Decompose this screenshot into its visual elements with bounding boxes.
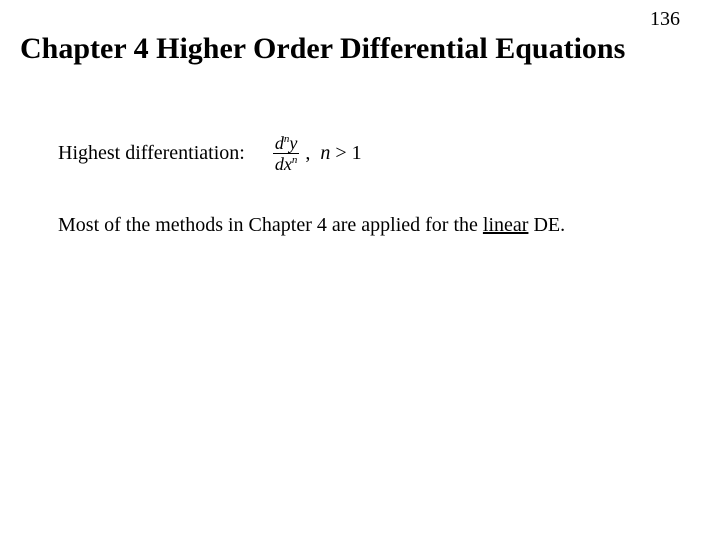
- chapter-title: Chapter 4 Higher Order Differential Equa…: [20, 32, 708, 66]
- var-n: n: [320, 142, 330, 164]
- page-number: 136: [650, 8, 680, 31]
- highest-differentiation-row: Highest differentiation: dny dxn , n > 1: [58, 134, 362, 173]
- highest-diff-label: Highest differentiation:: [58, 142, 245, 165]
- gt-one: > 1: [330, 142, 361, 164]
- den-sup: n: [292, 154, 298, 166]
- sentence-pre: Most of the methods in Chapter 4 are app…: [58, 214, 483, 236]
- den-x: x: [284, 154, 292, 174]
- condition-text: , n > 1: [305, 142, 361, 165]
- fraction-denominator: dxn: [273, 154, 300, 173]
- sentence-post: DE.: [528, 214, 565, 236]
- comma: ,: [305, 142, 310, 164]
- slide-page: 136 Chapter 4 Higher Order Differential …: [0, 0, 720, 540]
- num-d: d: [275, 133, 284, 153]
- linear-de-sentence: Most of the methods in Chapter 4 are app…: [58, 214, 565, 237]
- sentence-linear: linear: [483, 214, 529, 236]
- fraction-numerator: dny: [273, 134, 300, 154]
- num-y: y: [289, 133, 297, 153]
- derivative-fraction: dny dxn: [273, 134, 300, 173]
- den-d: d: [275, 154, 284, 174]
